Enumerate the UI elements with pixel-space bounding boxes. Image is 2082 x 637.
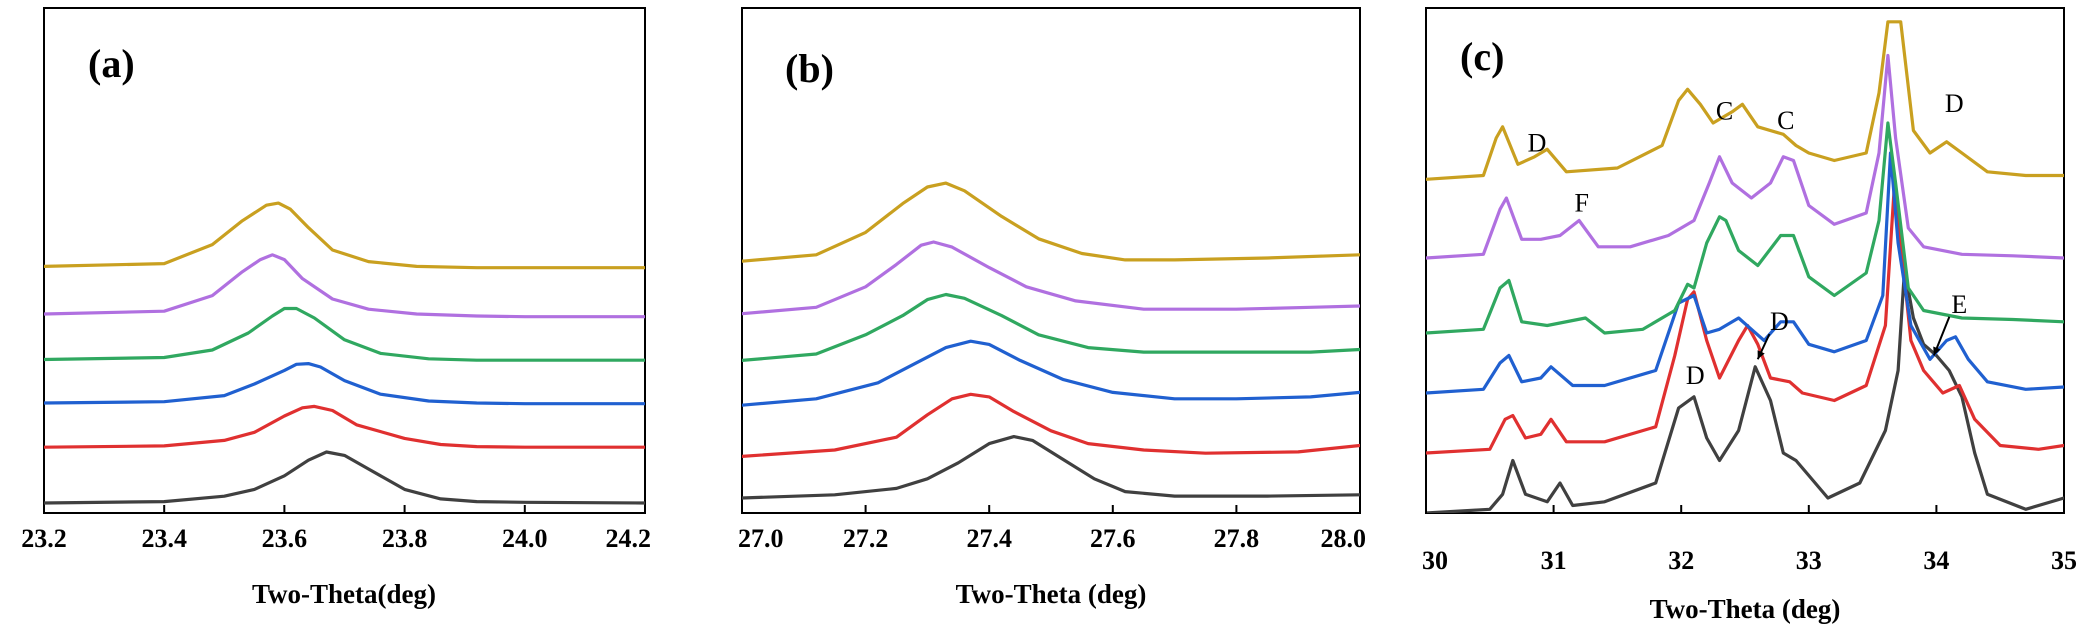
series-green-line bbox=[44, 306, 645, 362]
panel-b-label: (b) bbox=[785, 46, 834, 91]
panel-a-ticks: 23.2 23.4 23.6 23.8 24.0 24.2 bbox=[21, 505, 651, 553]
panel-a-label: (a) bbox=[88, 41, 135, 86]
peak-annotation: D bbox=[1945, 89, 1964, 118]
panel-c: 30 31 32 33 34 35 D C C D F D D E (c) Two-Theta (deg… bbox=[1422, 7, 2077, 624]
annotation-arrowhead bbox=[1757, 350, 1765, 360]
series-gold-line bbox=[44, 201, 645, 270]
x-tick-label: 27.6 bbox=[1090, 524, 1136, 553]
panel-c-annotations: D C C D F D D E bbox=[1528, 89, 1968, 390]
peak-annotation: F bbox=[1574, 189, 1588, 218]
x-tick-label: 27.0 bbox=[738, 524, 784, 553]
peak-annotation: C bbox=[1777, 106, 1794, 135]
x-tick-label: 23.6 bbox=[262, 524, 308, 553]
peak-annotation: E bbox=[1951, 290, 1967, 319]
panel-c-xlabel: Two-Theta (deg) bbox=[1650, 594, 1841, 624]
series-green-line bbox=[742, 292, 1360, 362]
series-blue-line bbox=[742, 339, 1360, 407]
series-black-line bbox=[742, 435, 1360, 500]
series-purple-line bbox=[742, 240, 1360, 316]
x-tick-label: 23.2 bbox=[21, 524, 67, 553]
peak-annotation: C bbox=[1716, 96, 1733, 125]
series-gold-line bbox=[742, 181, 1360, 263]
series-black-line bbox=[1426, 267, 2064, 513]
series-red-line bbox=[742, 392, 1360, 458]
panel-b-frame bbox=[741, 7, 1361, 514]
panel-c-frame bbox=[1425, 7, 2065, 514]
x-tick-label: 27.8 bbox=[1214, 524, 1260, 553]
series-blue-line bbox=[1426, 151, 2064, 395]
series-gold-line bbox=[1426, 20, 2064, 181]
x-tick-label: 24.0 bbox=[502, 524, 548, 553]
panel-a-frame bbox=[43, 7, 646, 514]
panel-a-series bbox=[44, 201, 645, 505]
panel-c-ticks: 30 31 32 33 34 35 bbox=[1422, 505, 2077, 575]
series-blue-line bbox=[44, 362, 645, 406]
annotation-arrowhead bbox=[1933, 346, 1941, 356]
x-tick-label: 27.4 bbox=[966, 524, 1012, 553]
x-tick-label: 27.2 bbox=[843, 524, 889, 553]
panel-c-label: (c) bbox=[1460, 34, 1504, 79]
panel-b-series bbox=[742, 181, 1360, 500]
x-tick-label: 35 bbox=[2051, 546, 2077, 575]
peak-annotation: D bbox=[1770, 307, 1789, 336]
x-tick-label: 24.2 bbox=[606, 524, 652, 553]
series-red-line bbox=[1426, 185, 2064, 455]
panel-a-xlabel: Two-Theta(deg) bbox=[252, 579, 436, 609]
x-tick-label: 31 bbox=[1541, 546, 1567, 575]
panel-c-series bbox=[1426, 20, 2064, 513]
series-green-line bbox=[1426, 121, 2064, 335]
series-red-line bbox=[44, 404, 645, 449]
x-tick-label: 23.8 bbox=[382, 524, 428, 553]
series-purple-line bbox=[44, 253, 645, 319]
peak-annotation: D bbox=[1528, 129, 1547, 158]
x-tick-label: 32 bbox=[1668, 546, 1694, 575]
panel-b-xlabel: Two-Theta (deg) bbox=[956, 579, 1147, 609]
series-purple-line bbox=[1426, 53, 2064, 260]
x-tick-label: 23.4 bbox=[141, 524, 187, 553]
x-tick-label: 34 bbox=[1923, 546, 1949, 575]
x-tick-label: 33 bbox=[1796, 546, 1822, 575]
panel-b: 27.0 27.2 27.4 27.6 27.8 28.0 (b) Two-Theta (… bbox=[738, 7, 1366, 609]
series-black-line bbox=[44, 450, 645, 505]
panel-b-ticks: 27.0 27.2 27.4 27.6 27.8 28.0 bbox=[738, 505, 1366, 553]
x-tick-label: 28.0 bbox=[1321, 524, 1367, 553]
peak-annotation: D bbox=[1686, 361, 1705, 390]
x-tick-label: 30 bbox=[1422, 546, 1448, 575]
panel-a: 23.2 23.4 23.6 23.8 24.0 24.2 (a) Two-Theta(d… bbox=[21, 7, 651, 609]
